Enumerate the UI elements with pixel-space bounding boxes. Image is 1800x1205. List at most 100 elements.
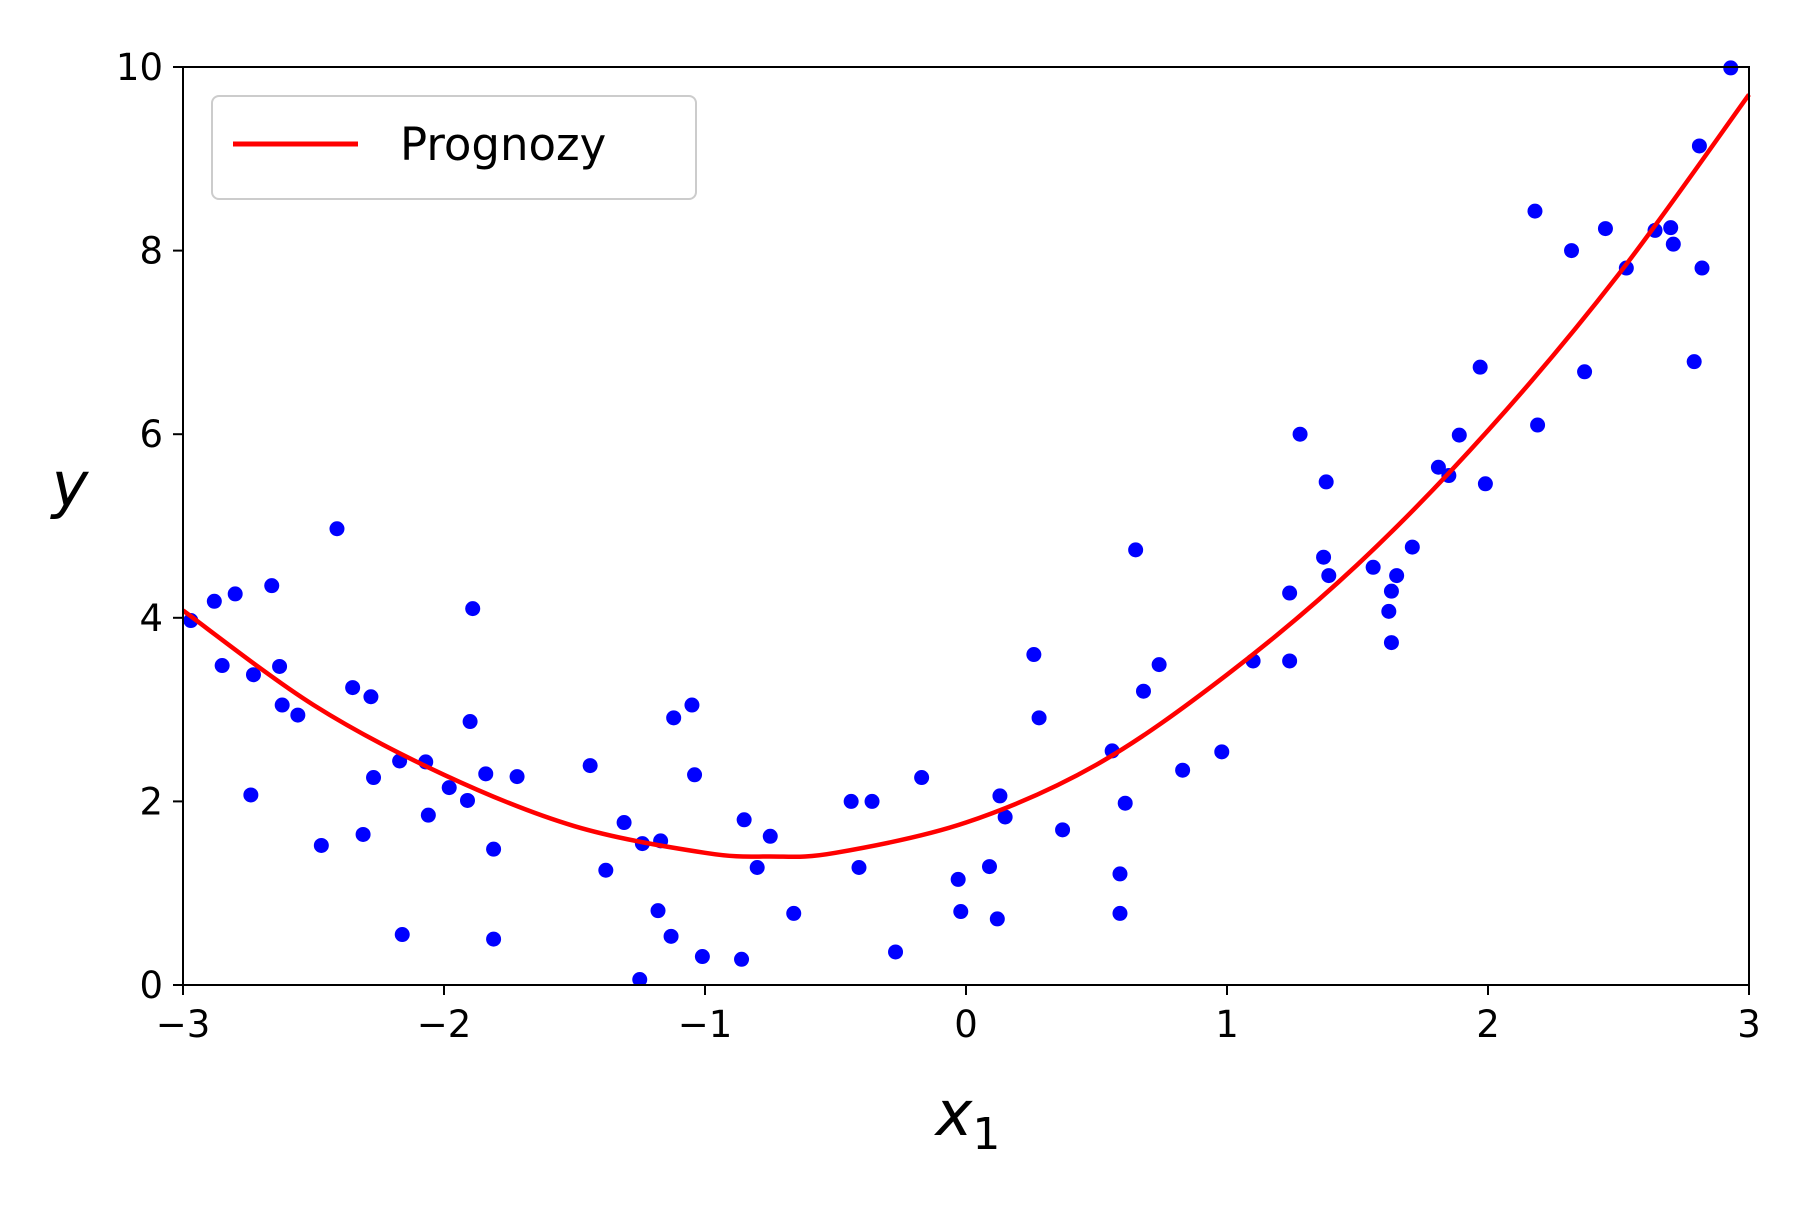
data-point [478,766,494,782]
data-point [1214,744,1230,760]
data-point [953,904,969,920]
legend-label: Prognozy [400,118,606,171]
data-point [1175,762,1191,778]
x-tick-label: −2 [417,1003,472,1046]
x-tick-label: 2 [1476,1003,1500,1046]
y-tick-label: 4 [139,597,163,640]
data-point [363,689,379,705]
plot-area [183,60,1751,985]
axis-labels: x1 y [50,448,1001,1160]
x-axis-label-subscript: 1 [972,1109,1000,1160]
data-point [1527,203,1543,219]
data-point [459,792,475,808]
data-point [1026,647,1042,663]
data-point [1316,549,1332,565]
data-point [366,770,382,786]
data-point [1691,138,1707,154]
data-point [1694,260,1710,276]
plot-frame [182,66,1750,986]
data-point [1472,359,1488,375]
x-tick-label: −1 [678,1003,733,1046]
data-point [206,593,222,609]
data-point [598,862,614,878]
data-point [227,586,243,602]
data-point [981,859,997,875]
data-point [1282,585,1298,601]
data-point [749,859,765,875]
data-point [888,944,904,960]
x-tick-label: −3 [156,1003,211,1046]
data-point [989,911,1005,927]
x-tick-label: 0 [954,1003,978,1046]
data-point [290,707,306,723]
data-point [1564,243,1580,259]
data-point [663,928,679,944]
data-point [1383,583,1399,599]
data-point [1597,221,1613,237]
y-tick-label: 10 [116,46,163,89]
data-point [465,601,481,617]
data-point [509,769,525,785]
data-point [1112,905,1128,921]
data-point [1404,539,1420,555]
data-point [214,658,230,674]
legend-box [211,95,697,200]
data-point [582,758,598,774]
data-point [734,951,750,967]
data-point [666,710,682,726]
data-point [313,837,329,853]
x-tick-label: 3 [1737,1003,1761,1046]
data-point [843,793,859,809]
data-point [272,658,288,674]
data-point [1321,568,1337,584]
data-point [486,841,502,857]
data-point [997,809,1013,825]
data-point [1686,354,1702,370]
data-point [355,826,371,842]
x-axis-label: x1 [934,1077,1001,1160]
data-point [486,931,502,947]
data-point [345,680,361,696]
data-point [1381,603,1397,619]
data-point [243,787,259,803]
data-point [394,927,410,943]
y-tick-label: 6 [139,413,163,456]
data-point [245,667,261,683]
data-point [992,788,1008,804]
data-point [684,697,700,713]
y-tick-label: 2 [139,780,163,823]
data-point [1477,476,1493,492]
data-point [1318,474,1334,490]
data-point [462,714,478,730]
data-point [1430,459,1446,475]
y-tick-label: 0 [139,964,163,1007]
data-point [1282,653,1298,669]
data-point [1135,683,1151,699]
data-point [687,767,703,783]
data-point [420,807,436,823]
data-point [1665,236,1681,252]
prediction-line [183,93,1751,860]
legend: Prognozy [211,95,697,200]
data-point [616,815,632,831]
y-tick-label: 8 [139,230,163,273]
data-point [851,859,867,875]
data-point [650,903,666,919]
x-tick-label: 1 [1215,1003,1239,1046]
data-point [1530,417,1546,433]
data-point [950,871,966,887]
data-point [1451,427,1467,443]
data-point [441,780,457,796]
data-point [864,793,880,809]
data-point [1112,866,1128,882]
data-point [329,521,345,537]
data-point [1389,568,1405,584]
data-point [1663,220,1679,236]
axes: −3 −2 −1 0 1 2 3 0 2 4 6 8 10 [116,46,1761,1046]
data-point [1117,795,1133,811]
data-point [264,578,280,594]
data-point [914,770,930,786]
data-point [1055,822,1071,838]
